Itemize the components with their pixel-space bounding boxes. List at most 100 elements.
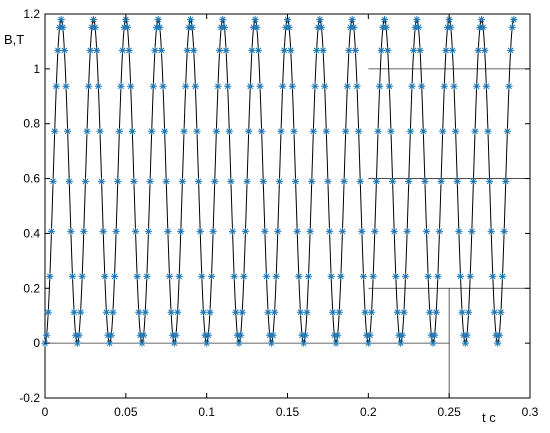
data-point-marker — [345, 46, 353, 54]
data-point-marker — [172, 331, 180, 339]
data-point-marker — [93, 46, 101, 54]
data-point-marker — [99, 227, 107, 235]
data-point-marker — [474, 46, 482, 54]
data-point-marker — [196, 227, 204, 235]
data-point-marker — [455, 227, 463, 235]
x-tick-label: 0.05 — [114, 405, 138, 419]
data-point-marker — [388, 177, 397, 185]
data-point-marker — [366, 331, 374, 339]
data-point-marker — [212, 127, 220, 135]
data-point-marker — [47, 227, 56, 235]
data-point-marker — [165, 272, 174, 281]
data-point-marker — [54, 46, 62, 54]
data-point-marker — [361, 308, 369, 316]
data-point-marker — [468, 227, 476, 235]
data-point-marker — [62, 82, 70, 90]
data-point-marker — [140, 331, 148, 339]
data-point-marker — [463, 331, 471, 339]
data-point-marker — [259, 177, 267, 185]
data-point-marker — [482, 82, 490, 90]
data-point-marker — [291, 177, 300, 185]
data-point-marker — [44, 308, 52, 316]
data-point-marker — [385, 82, 393, 90]
data-point-marker — [447, 23, 455, 32]
data-point-marker — [238, 308, 246, 316]
data-point-marker — [452, 127, 460, 135]
data-point-marker — [272, 272, 280, 281]
data-point-marker — [267, 339, 275, 347]
data-point-marker — [183, 46, 191, 54]
data-point-marker — [224, 82, 232, 90]
data-point-marker — [114, 177, 122, 185]
data-point-marker — [107, 331, 115, 339]
data-point-marker — [258, 127, 266, 135]
data-point-marker — [253, 23, 261, 32]
data-point-marker — [348, 15, 356, 24]
data-point-marker — [254, 46, 262, 54]
data-point-marker — [73, 339, 81, 347]
data-point-marker — [70, 308, 78, 316]
data-point-marker — [91, 23, 99, 32]
y-tick-label: -0.2 — [19, 391, 40, 405]
y-tick-label: 0 — [33, 336, 40, 350]
data-point-marker — [199, 308, 208, 316]
data-point-marker — [290, 127, 298, 135]
data-point-marker — [319, 46, 327, 54]
data-point-marker — [135, 308, 143, 316]
data-point-marker — [408, 82, 416, 90]
data-point-marker — [52, 82, 60, 90]
data-point-marker — [419, 127, 427, 135]
data-point-marker — [487, 227, 495, 235]
data-point-marker — [46, 272, 54, 281]
data-point-marker — [351, 46, 359, 54]
data-point-marker — [371, 227, 379, 235]
data-point-marker — [277, 127, 285, 135]
data-point-marker — [96, 127, 104, 135]
data-point-marker — [170, 339, 178, 347]
data-point-marker — [182, 82, 190, 90]
data-point-marker — [287, 46, 295, 54]
data-point-marker — [340, 177, 348, 185]
data-point-marker — [317, 23, 326, 32]
data-point-marker — [382, 23, 390, 32]
y-tick-label: 0.4 — [23, 226, 40, 240]
data-point-marker — [262, 272, 271, 281]
data-point-marker — [479, 23, 487, 32]
data-point-marker — [86, 46, 94, 54]
data-point-marker — [350, 23, 358, 32]
data-point-marker — [246, 82, 254, 90]
data-point-marker — [94, 82, 102, 90]
data-point-marker — [495, 331, 503, 339]
data-point-marker — [283, 15, 292, 24]
data-point-marker — [60, 46, 68, 54]
data-point-marker — [173, 308, 182, 316]
data-point-marker — [138, 339, 146, 347]
data-point-marker — [228, 227, 237, 235]
data-point-marker — [304, 272, 313, 281]
x-tick-label: 0.2 — [360, 405, 377, 419]
y-tick-label: 0.2 — [23, 281, 40, 295]
y-tick-label: 1.2 — [23, 7, 40, 21]
data-point-marker — [220, 23, 229, 32]
x-tick-label: 0.1 — [198, 405, 215, 419]
data-point-marker — [508, 23, 516, 32]
data-point-marker — [434, 272, 442, 281]
data-point-marker — [127, 82, 135, 90]
data-point-marker — [68, 272, 77, 281]
data-point-marker — [505, 82, 513, 90]
data-point-marker — [141, 308, 149, 316]
data-point-marker — [440, 82, 448, 90]
data-point-marker — [186, 15, 195, 24]
data-point-marker — [439, 127, 447, 135]
data-point-marker — [353, 82, 361, 90]
data-point-marker — [102, 308, 111, 316]
data-point-marker — [115, 127, 123, 135]
data-point-marker — [162, 177, 170, 185]
data-point-marker — [507, 46, 515, 54]
data-point-marker — [432, 308, 440, 316]
data-point-marker — [372, 177, 381, 185]
data-point-marker — [442, 46, 450, 54]
data-point-marker — [123, 23, 132, 32]
data-point-marker — [269, 331, 277, 339]
data-point-marker — [110, 272, 119, 281]
